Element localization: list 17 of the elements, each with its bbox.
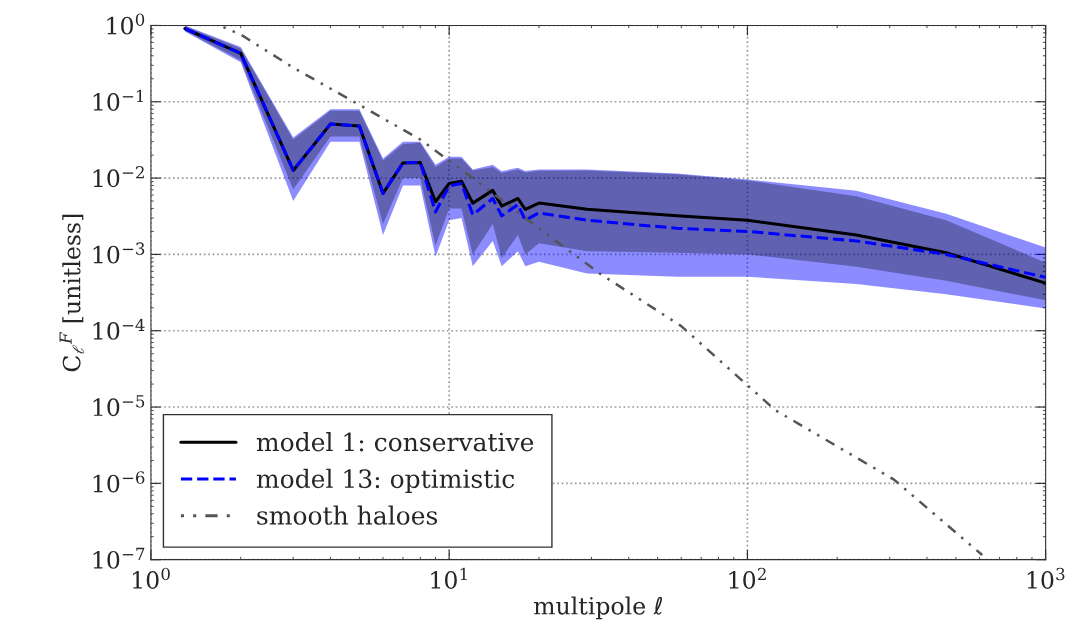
legend-label: model 13: optimistic (256, 468, 515, 493)
y-tick-label: 10$^{−2}$ (93, 166, 144, 188)
y-tick-label: 10$^{−4}$ (93, 318, 145, 340)
y-tick-label: 10$^{−3}$ (93, 242, 145, 264)
x-axis-title: multipole ℓ (533, 596, 663, 620)
x-tick-label: 10$^{0}$ (133, 567, 170, 589)
x-tick-label: 10$^{2}$ (729, 567, 766, 589)
y-tick-label: 10$^{0}$ (107, 13, 145, 35)
y-tick-label: 10$^{−1}$ (93, 89, 144, 111)
x-tick-label: 10$^{1}$ (431, 567, 467, 589)
x-tick-label: 10$^{3}$ (1027, 567, 1065, 589)
legend-label: smooth haloes (257, 505, 438, 525)
y-tick-label: 10$^{−7}$ (93, 547, 145, 569)
legend-label: model 1: conservative (256, 432, 534, 452)
y-tick-label: 10$^{−6}$ (93, 471, 145, 493)
y-tick-label: 10$^{−5}$ (93, 395, 145, 417)
y-axis-title: C$_{ℓ}$$^{F}$ [unitless] (59, 214, 85, 372)
